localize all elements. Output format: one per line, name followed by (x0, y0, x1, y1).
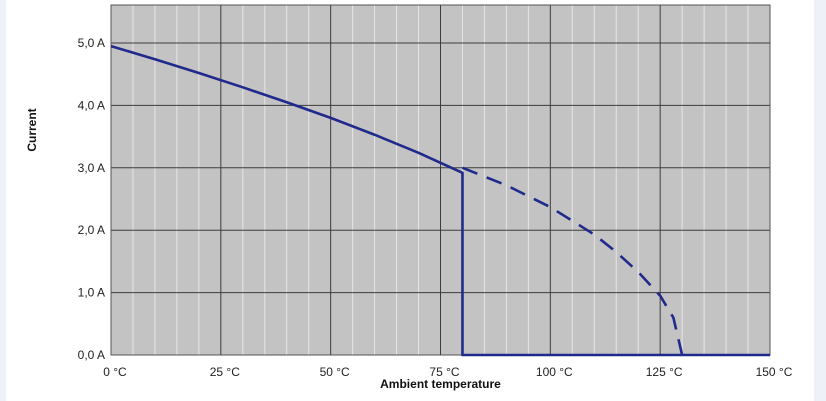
y-tick-label: 1,0 A (78, 286, 105, 300)
y-tick-label: 5,0 A (78, 36, 105, 50)
y-tick-label: 3,0 A (78, 161, 105, 175)
x-tick-label: 75 °C (429, 365, 459, 379)
x-tick-label: 150 °C (756, 365, 793, 379)
x-tick-label: 25 °C (210, 365, 240, 379)
y-tick-label: 0,0 A (78, 348, 105, 362)
current-derating-chart: 0,0 A 1,0 A 2,0 A 3,0 A 4,0 A 5,0 A 0 °C 25 °C 5… (25, 4, 793, 391)
x-tick-label: 50 °C (320, 365, 350, 379)
dashed-derating-curve (461, 166, 684, 356)
y-tick-label: 2,0 A (78, 223, 105, 237)
x-axis-title: Ambient temperature (380, 377, 501, 391)
solid-derating-curve (110, 44, 770, 357)
x-tick-label: 100 °C (536, 365, 573, 379)
y-axis-title: Current (25, 108, 39, 151)
y-tick-label: 4,0 A (78, 98, 105, 112)
plot-border (110, 4, 771, 356)
chart-container: 0,0 A 1,0 A 2,0 A 3,0 A 4,0 A 5,0 A 0 °C 25 °C 5… (6, 0, 814, 401)
x-tick-label: 0 °C (103, 365, 127, 379)
x-tick-label: 125 °C (646, 365, 683, 379)
